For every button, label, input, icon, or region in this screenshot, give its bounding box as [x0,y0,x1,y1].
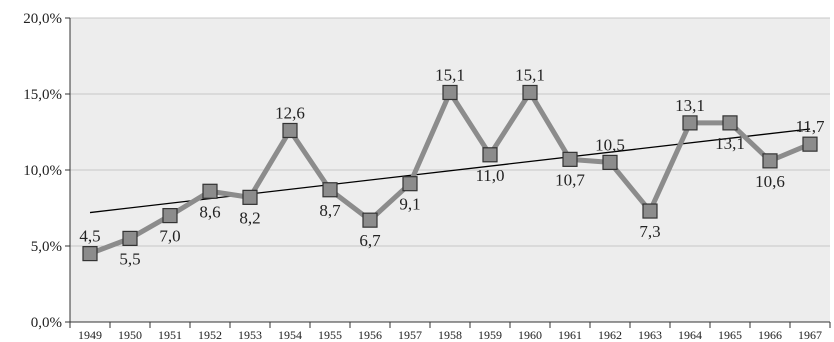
x-tick-label-1967: 1967 [798,328,822,342]
data-label-1958: 15,1 [435,65,465,84]
x-tick-label-1958: 1958 [438,328,462,342]
data-label-1964: 13,1 [675,96,705,115]
data-label-1967: 11,7 [795,117,825,136]
data-label-1951: 7,0 [159,227,180,246]
marker-1959 [482,147,498,163]
x-tick-label-1955: 1955 [318,328,342,342]
x-tick-label-1963: 1963 [638,328,662,342]
data-label-1963: 7,3 [639,222,660,241]
y-tick-label-2: 10,0% [23,163,62,179]
marker-1949 [82,246,98,262]
x-tick-label-1966: 1966 [758,328,782,342]
data-label-1950: 5,5 [119,249,140,268]
marker-1962 [602,154,618,170]
data-label-1965: 13,1 [715,134,745,153]
x-tick-label-1957: 1957 [398,328,422,342]
marker-1955 [322,182,338,198]
y-tick-label-1: 5,0% [31,239,62,255]
data-label-1960: 15,1 [515,65,545,84]
y-tick-label-4: 20,0% [23,11,62,27]
series-markers [82,84,818,262]
x-tick-label-1954: 1954 [278,328,302,342]
marker-1961 [562,151,578,167]
marker-1950 [122,230,138,246]
data-label-1959: 11,0 [475,166,504,185]
marker-1965 [722,115,738,131]
x-tick-label-1965: 1965 [718,328,742,342]
x-tick-label-1953: 1953 [238,328,262,342]
marker-1964 [682,115,698,131]
x-tick-label-1961: 1961 [558,328,582,342]
y-tick-label-3: 15,0% [23,87,62,103]
x-tick-label-1964: 1964 [678,328,702,342]
marker-1963 [642,203,658,219]
data-label-1953: 8,2 [239,208,260,227]
data-label-1966: 10,6 [755,172,785,191]
marker-1966 [762,153,778,169]
data-label-1954: 12,6 [275,103,305,122]
marker-1956 [362,212,378,228]
x-tick-label-1956: 1956 [358,328,382,342]
marker-1953 [242,189,258,205]
y-tick-label-0: 0,0% [31,315,62,331]
x-tick-label-1962: 1962 [598,328,622,342]
x-tick-label-1949: 1949 [78,328,102,342]
x-tick-label-1950: 1950 [118,328,142,342]
data-label-1961: 10,7 [555,170,585,189]
marker-1958 [442,84,458,101]
marker-1967 [802,136,818,152]
y-axis-ticks: 0,0% 5,0% 10,0% 15,0% 20,0% [23,11,70,331]
data-label-1956: 6,7 [359,231,381,250]
data-label-1952: 8,6 [199,202,220,221]
data-label-1955: 8,7 [319,201,341,220]
marker-1960 [522,84,538,101]
x-tick-label-1951: 1951 [158,328,182,342]
data-label-1957: 9,1 [399,195,420,214]
x-tick-label-1960: 1960 [518,328,542,342]
x-axis-ticks: 1949 1950 1951 1952 1953 1954 1955 1956 1957 1958… [69,322,831,342]
data-labels: 4,5 5,5 7,0 8,6 8,2 12,6 8,7 6,7 9,1 15,1 11,0 15,1… [79,65,825,268]
data-label-1962: 10,5 [595,135,625,154]
x-tick-label-1959: 1959 [478,328,502,342]
marker-1957 [402,176,418,192]
marker-1951 [162,208,178,224]
data-label-1949: 4,5 [79,227,100,246]
x-tick-label-1952: 1952 [198,328,222,342]
marker-1954 [282,122,298,139]
marker-1952 [202,183,218,199]
